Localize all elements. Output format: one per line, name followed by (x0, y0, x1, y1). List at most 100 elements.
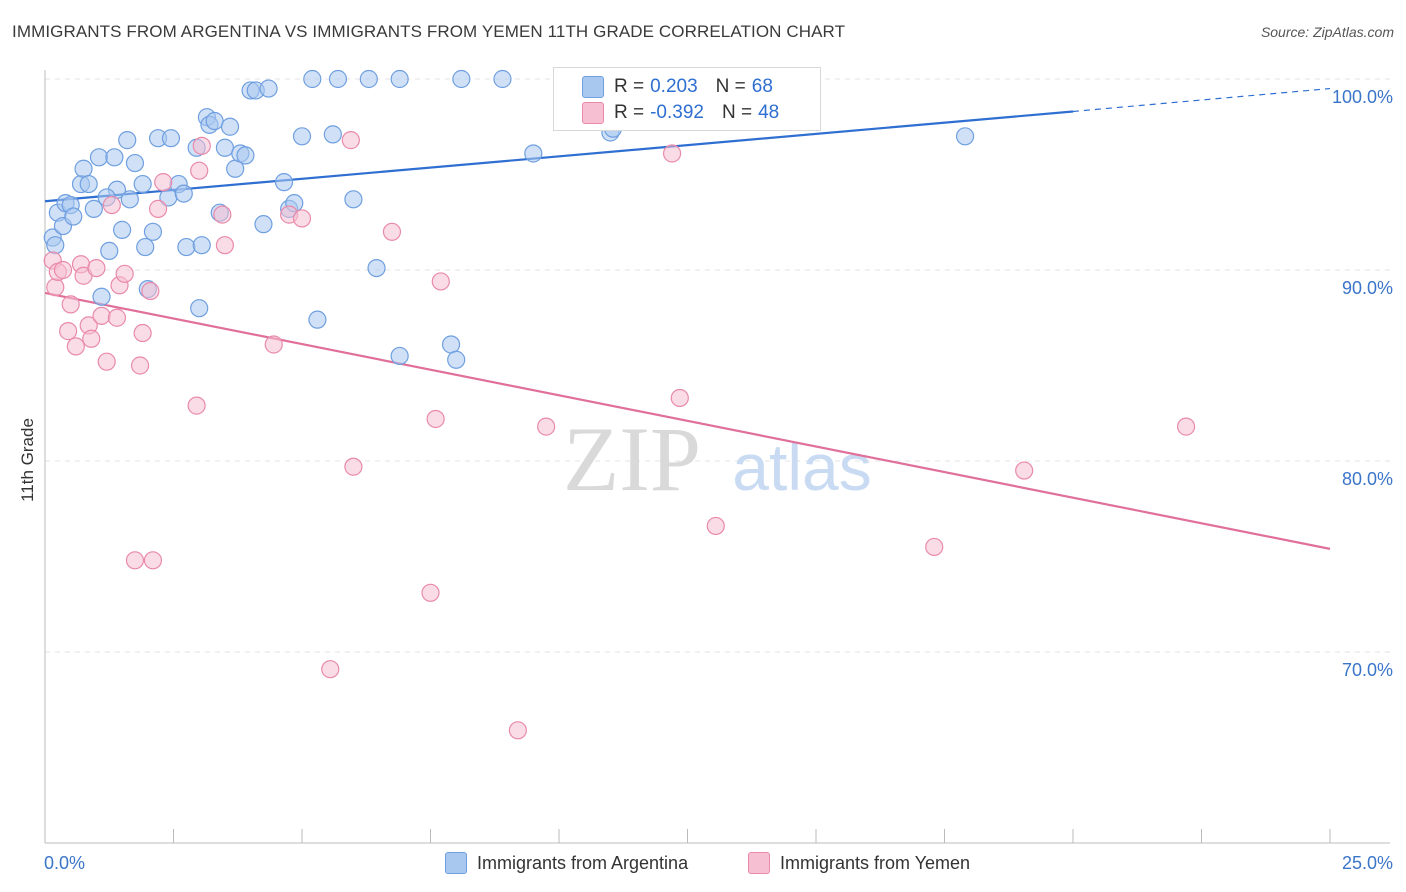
yemen-point (382, 222, 402, 241)
bottom-legend-argentina: Immigrants from Argentina (445, 852, 688, 874)
argentina-point (328, 69, 348, 89)
argentina-point (955, 127, 975, 146)
argentina-point (64, 207, 83, 226)
yemen-point (431, 272, 450, 291)
yemen-point (215, 236, 234, 255)
trend-lines (44, 87, 1331, 550)
y-tick-label: 70.0% (1342, 660, 1393, 680)
yemen-point (87, 258, 106, 278)
yemen-point (706, 516, 725, 536)
argentina-point (390, 346, 409, 366)
argentina-point (133, 174, 152, 194)
yemen-point (341, 131, 360, 150)
argentina-point (236, 146, 255, 165)
argentina-point (367, 258, 386, 278)
correlation-legend: R = 0.203 N = 68 R = -0.392 N = 48 (553, 67, 821, 131)
yemen-point (125, 551, 145, 570)
yemen-point (102, 195, 121, 215)
yemen-point (192, 136, 211, 155)
argentina-point (220, 117, 240, 136)
argentina-point (74, 159, 93, 178)
yemen-point (59, 322, 78, 341)
y-axis-label: 11th Grade (18, 418, 37, 502)
x-tick-label: 0.0% (44, 853, 85, 873)
yemen-point (537, 417, 556, 436)
yemen-point (92, 306, 111, 325)
watermark-atlas: atlas (732, 430, 871, 504)
argentina-point (105, 148, 124, 167)
yemen-point (508, 721, 527, 740)
yemen-point (190, 161, 209, 180)
yemen-point (321, 660, 340, 679)
y-tick-label: 100.0% (1332, 87, 1393, 107)
yemen-legend-label: Immigrants from Yemen (780, 852, 971, 873)
n-label: N = (715, 76, 746, 97)
argentina-point (143, 222, 163, 241)
argentina-point (452, 69, 471, 89)
argentina-trend-line (44, 110, 1074, 203)
argentina-point (254, 215, 273, 234)
argentina-point (274, 173, 294, 192)
yemen-legend-swatch (748, 852, 770, 874)
yemen-point (264, 335, 283, 354)
yemen-point (107, 308, 127, 327)
argentina-legend-label: Immigrants from Argentina (477, 852, 689, 873)
y-tick-label: 80.0% (1342, 469, 1393, 489)
yemen-n-value: 48 (758, 102, 780, 123)
argentina-point (84, 199, 103, 218)
yemen-point (1015, 461, 1034, 480)
yemen-trend-line (44, 291, 1331, 550)
argentina-point (524, 144, 543, 163)
r-label: R = (614, 102, 645, 123)
argentina-point (100, 241, 119, 260)
yemen-point (213, 205, 232, 224)
argentina-point (190, 299, 209, 318)
yemen-point (187, 396, 206, 415)
argentina-point (323, 125, 342, 144)
argentina-point (215, 138, 234, 157)
legend-row-argentina: R = 0.203 N = 68 (582, 75, 773, 99)
argentina-point (112, 220, 132, 239)
argentina-point (192, 236, 211, 255)
yemen-point (148, 199, 168, 218)
argentina-point (118, 131, 137, 150)
argentina-point (493, 69, 512, 89)
n-label: N = (721, 102, 753, 123)
r-label: R = (614, 76, 645, 97)
argentina-point (359, 69, 378, 89)
argentina-point (177, 237, 196, 257)
argentina-point (447, 350, 466, 369)
axis-labels: 11th Grade 70.0% 80.0% 90.0% 100.0% 0.0% 25.0… (18, 87, 1393, 873)
legend-row-yemen: R = -0.392 N = 48 (582, 101, 779, 125)
yemen-point (130, 356, 150, 375)
yemen-point (66, 337, 85, 356)
x-tick-label: 25.0% (1342, 853, 1393, 873)
argentina-point (174, 184, 193, 203)
yemen-r-value: -0.392 (650, 102, 704, 123)
y-tick-label: 90.0% (1342, 278, 1393, 298)
argentina-trend-extension (1072, 87, 1331, 113)
yemen-point (344, 457, 363, 476)
yemen-swatch (582, 102, 604, 124)
argentina-point (89, 148, 109, 167)
axes (44, 70, 1390, 844)
yemen-point (1176, 417, 1196, 436)
argentina-point (292, 127, 312, 146)
bottom-legend-yemen: Immigrants from Yemen (748, 852, 970, 874)
argentina-point (205, 111, 224, 131)
yemen-point (670, 388, 689, 408)
yemen-point (115, 264, 134, 283)
yemen-point (662, 144, 682, 163)
yemen-point (61, 295, 80, 314)
argentina-point (303, 69, 322, 89)
argentina-point (161, 129, 181, 148)
argentina-point (120, 190, 139, 209)
argentina-point (390, 69, 409, 89)
source-label: Source: ZipAtlas.com (1260, 24, 1394, 40)
argentina-swatch (582, 76, 604, 98)
argentina-point (308, 310, 327, 329)
argentina-point (344, 190, 363, 209)
watermark: ZIP atlas (563, 408, 872, 510)
argentina-point (46, 236, 65, 255)
